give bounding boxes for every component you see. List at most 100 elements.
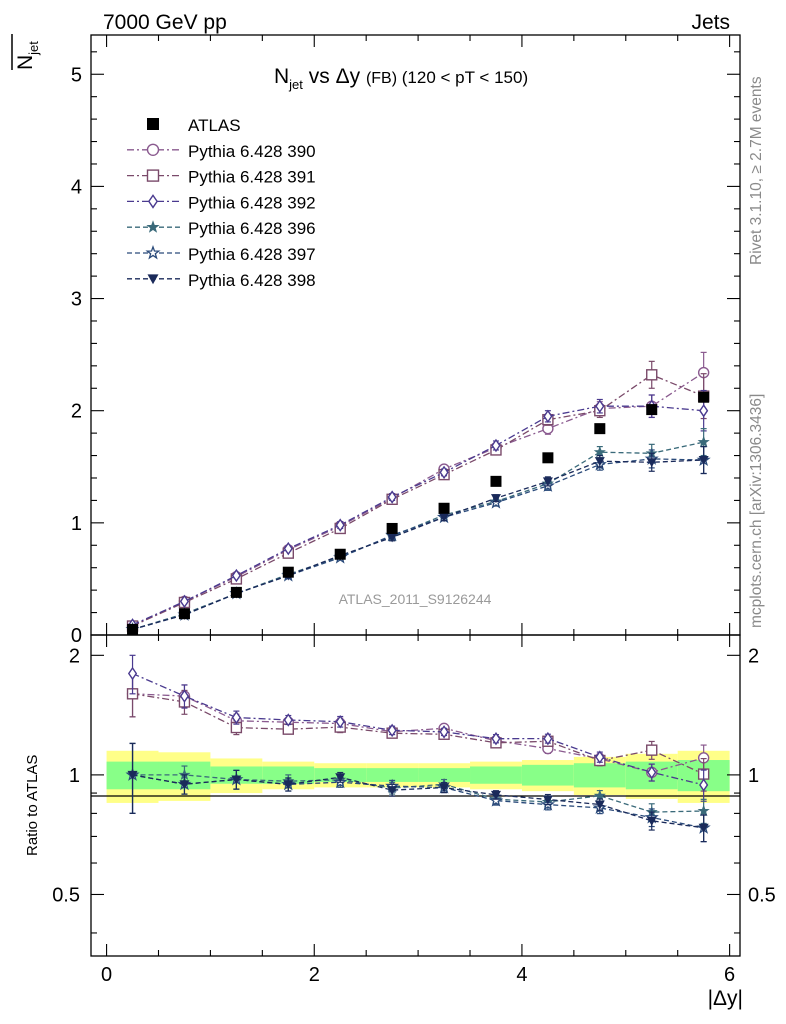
legend-entry-1: Pythia 6.428 390 xyxy=(127,142,316,161)
ratio-tick-label-right: 0.5 xyxy=(748,884,776,906)
ratio-y-label: Ratio to ATLAS xyxy=(24,755,41,856)
data-point xyxy=(491,438,501,453)
legend-entry-atlas: ATLAS xyxy=(147,116,241,135)
main-axes: 0 1 2 3 4 5 xyxy=(71,35,740,647)
ratio-tick-label-left: 2 xyxy=(69,645,80,667)
legend-label: Pythia 6.428 390 xyxy=(188,142,316,161)
ratio-point xyxy=(698,823,709,833)
atlas-data-point xyxy=(698,391,710,403)
x-axis-label: |Δy| xyxy=(708,987,743,1010)
ratio-point xyxy=(646,744,658,756)
atlas-data-point xyxy=(230,586,242,598)
atlas-data-point xyxy=(542,452,554,464)
ratio-point xyxy=(488,793,504,807)
data-point xyxy=(543,409,553,424)
data-point xyxy=(283,541,293,556)
data-point xyxy=(593,445,606,458)
series-line xyxy=(132,374,704,627)
atlas-data-point xyxy=(386,522,398,534)
atlas-data-point xyxy=(282,566,294,578)
ratio-point xyxy=(231,775,242,785)
ratio-point xyxy=(439,725,449,739)
legend-marker xyxy=(146,169,160,182)
ratio-point xyxy=(594,800,605,810)
ratio-tick-label-left: 1 xyxy=(69,765,80,787)
ratio-point xyxy=(646,816,657,826)
ratio-tick-label-left: 0.5 xyxy=(52,884,80,906)
atlas-data-point xyxy=(127,623,139,635)
ratio-series xyxy=(125,654,711,843)
ratio-point xyxy=(387,723,397,738)
ratio-point xyxy=(335,773,346,783)
header-left: 7000 GeV pp xyxy=(103,11,227,34)
atlas-data-point xyxy=(646,404,658,416)
y-tick-label: 1 xyxy=(71,513,82,535)
y-tick-label: 4 xyxy=(71,176,82,198)
ratio-point xyxy=(439,783,450,793)
legend-label: Pythia 6.428 398 xyxy=(188,271,316,290)
legend-marker xyxy=(145,245,161,260)
ratio-point xyxy=(697,804,710,817)
mcplots-label: mcplots.cern.ch [arXiv:1306.3436] xyxy=(748,394,765,628)
data-point xyxy=(335,518,345,532)
ratio-point xyxy=(335,714,345,729)
ratio-point xyxy=(491,731,501,746)
legend-label: Pythia 6.428 392 xyxy=(188,193,316,212)
y-axis-label-main: N xyxy=(14,55,37,70)
ratio-point xyxy=(283,713,293,727)
ratio-point xyxy=(231,710,241,725)
data-point xyxy=(439,465,449,480)
series-line xyxy=(132,459,704,631)
watermark: ATLAS_2011_S9126244 xyxy=(339,591,492,607)
legend-label: Pythia 6.428 391 xyxy=(188,168,316,187)
legend-marker xyxy=(146,143,160,157)
y-tick-label: 2 xyxy=(71,401,82,423)
y-axis-label-sub: jet xyxy=(26,41,41,56)
ratio-line xyxy=(132,672,704,786)
ratio-point xyxy=(490,790,501,800)
ratio-point xyxy=(283,780,294,790)
data-point xyxy=(490,494,501,504)
legend-marker xyxy=(147,118,159,130)
plot-title: Njet vs Δy (FB) (120 < pT < 150) xyxy=(274,65,528,92)
atlas-data-point xyxy=(594,423,606,435)
atlas-data-point xyxy=(334,548,346,560)
main-series-atlas xyxy=(127,391,710,635)
legend-marker xyxy=(146,220,160,233)
data-point xyxy=(387,490,397,504)
ratio-point xyxy=(699,778,709,792)
ratio-line xyxy=(132,693,704,773)
band-inner xyxy=(366,768,419,782)
header-right: Jets xyxy=(691,11,730,34)
ratio-point xyxy=(127,770,138,780)
ratio-tick-label-right: 1 xyxy=(748,765,759,787)
ratio-point xyxy=(595,750,605,764)
legend-entry-5: Pythia 6.428 397 xyxy=(127,245,316,264)
legend-label: ATLAS xyxy=(188,116,241,135)
data-point xyxy=(699,403,709,418)
x-tick-label: 4 xyxy=(516,964,527,986)
band-inner xyxy=(470,766,522,784)
ratio-point xyxy=(179,689,190,703)
data-point xyxy=(542,477,553,487)
atlas-data-point xyxy=(490,475,502,487)
y-tick-label: 0 xyxy=(71,625,82,647)
ratio-point xyxy=(647,765,657,780)
svg-text:Njet: Njet xyxy=(14,41,41,70)
atlas-data-point xyxy=(438,502,450,514)
legend-marker xyxy=(147,274,159,285)
ratio-point xyxy=(127,666,138,681)
ratio-point xyxy=(179,780,190,790)
data-point xyxy=(646,369,658,381)
data-point xyxy=(698,456,709,466)
ratio-point xyxy=(387,786,398,796)
data-point xyxy=(387,533,398,543)
y-tick-label: 5 xyxy=(71,64,82,86)
legend-label: Pythia 6.428 397 xyxy=(188,245,316,264)
ratio-frame xyxy=(90,634,741,957)
ratio-line xyxy=(132,693,704,775)
legend: ATLAS Pythia 6.428 390 Pythia 6.428 391 Pyt… xyxy=(127,116,316,290)
atlas-data-point xyxy=(178,608,190,620)
ratio-point xyxy=(542,795,553,805)
